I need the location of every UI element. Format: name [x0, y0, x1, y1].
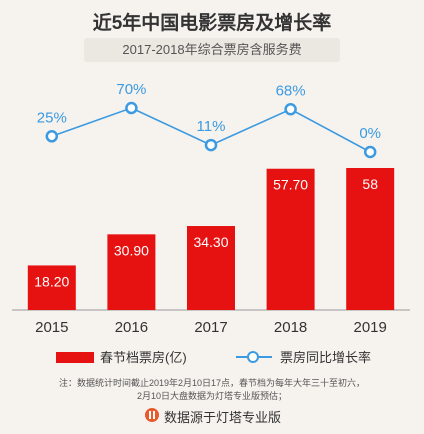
x-tick-label-2016: 2016: [115, 319, 148, 336]
x-tick-label-2015: 2015: [35, 319, 68, 336]
source-label: 数据源于灯塔专业版: [164, 410, 282, 425]
bar-value-label-2018: 57.70: [273, 177, 308, 193]
legend-bar-label: 春节档票房(亿): [100, 350, 187, 365]
growth-rate-point-2018: [284, 103, 297, 116]
bar-value-label-2019: 58: [362, 176, 378, 192]
bar-value-label-2016: 30.90: [114, 242, 149, 258]
bar-2018: [266, 168, 315, 310]
footnote-line-1: 注：数据统计时间截止2019年2月10日17点，春节档为每年大年三十至初六，: [58, 378, 366, 388]
growth-rate-label-2017: 11%: [197, 118, 226, 135]
growth-rate-point-2016: [125, 101, 138, 115]
growth-rate-label-2015: 25%: [37, 109, 67, 126]
growth-rate-label-2019: 0%: [359, 125, 381, 142]
bar-2016: [107, 234, 156, 310]
growth-rate-label-2018: 68%: [276, 82, 306, 99]
growth-rate-point-2017: [204, 138, 218, 152]
legend-line-label: 票房同比增长率: [280, 350, 372, 365]
bar-value-label-2015: 18.20: [34, 273, 69, 289]
legend-bar-swatch: [56, 352, 94, 363]
x-tick-label-2017: 2017: [194, 319, 227, 336]
chart-plot: 18.20 2015 30.90 2016 34.30 2017 57.70 2018 58 20…: [12, 81, 410, 336]
source-logo-icon: [145, 408, 159, 422]
x-tick-label-2018: 2018: [274, 319, 307, 336]
x-tick-label-2019: 2019: [354, 319, 387, 336]
growth-rate-point-2015: [45, 130, 59, 143]
chart-title: 近5年中国电影票房及增长率: [92, 13, 332, 34]
growth-rate-point-2019: [363, 145, 377, 159]
chart-subtitle: 2017-2018年综合票房含服务费: [84, 38, 340, 62]
bar-2015: [27, 265, 76, 310]
bar-2017: [187, 226, 235, 310]
legend-line-marker: [247, 351, 259, 363]
growth-rate-label-2016: 70%: [116, 81, 146, 98]
footnote-line-2: 2月10日大盘数据为灯塔专业版预估；: [136, 391, 288, 401]
bar-value-label-2017: 34.30: [193, 234, 228, 250]
bar-2019: [346, 168, 395, 310]
